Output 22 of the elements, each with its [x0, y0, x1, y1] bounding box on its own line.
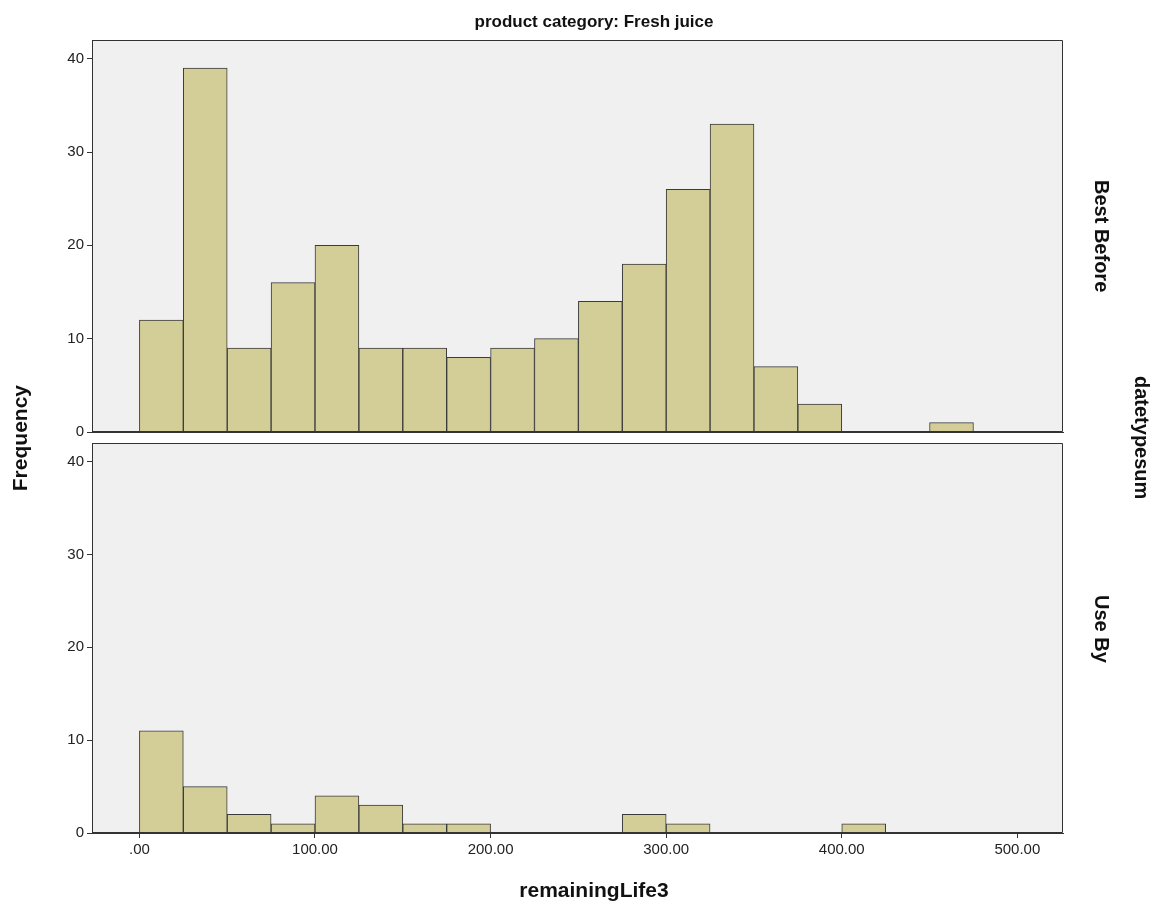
x-tick-label: .00: [128, 840, 150, 858]
x-tick-label: 300.00: [643, 840, 690, 858]
y-tick-label: 30: [67, 544, 84, 562]
y-tick-label: 20: [67, 637, 84, 655]
y2-axis-title: Use By: [1090, 595, 1113, 663]
x-tick-label: 400.00: [818, 840, 865, 858]
chart-title: product category: Fresh juice: [473, 12, 715, 32]
x-tick-label: 100.00: [292, 840, 338, 858]
y-tick-label: 10: [67, 730, 84, 748]
y-tick-label: 10: [67, 328, 84, 346]
x-tick-label: 500.00: [994, 840, 1041, 858]
y-tick-label: 0: [75, 823, 84, 841]
y-tick-label: 40: [67, 451, 84, 469]
y-tick-label: 20: [67, 235, 84, 253]
y-tick-label: 40: [67, 48, 84, 66]
text: datetypesum: [1130, 376, 1153, 500]
y-axis-title: Frequency: [8, 384, 32, 492]
y-tick-label: 30: [67, 142, 84, 160]
x-tick-label: 200.00: [467, 840, 514, 858]
y2-axis-title: Best Before: [1090, 179, 1113, 293]
x-axis-title: remainingLife3: [518, 878, 670, 902]
y-tick-label: 0: [75, 422, 84, 440]
